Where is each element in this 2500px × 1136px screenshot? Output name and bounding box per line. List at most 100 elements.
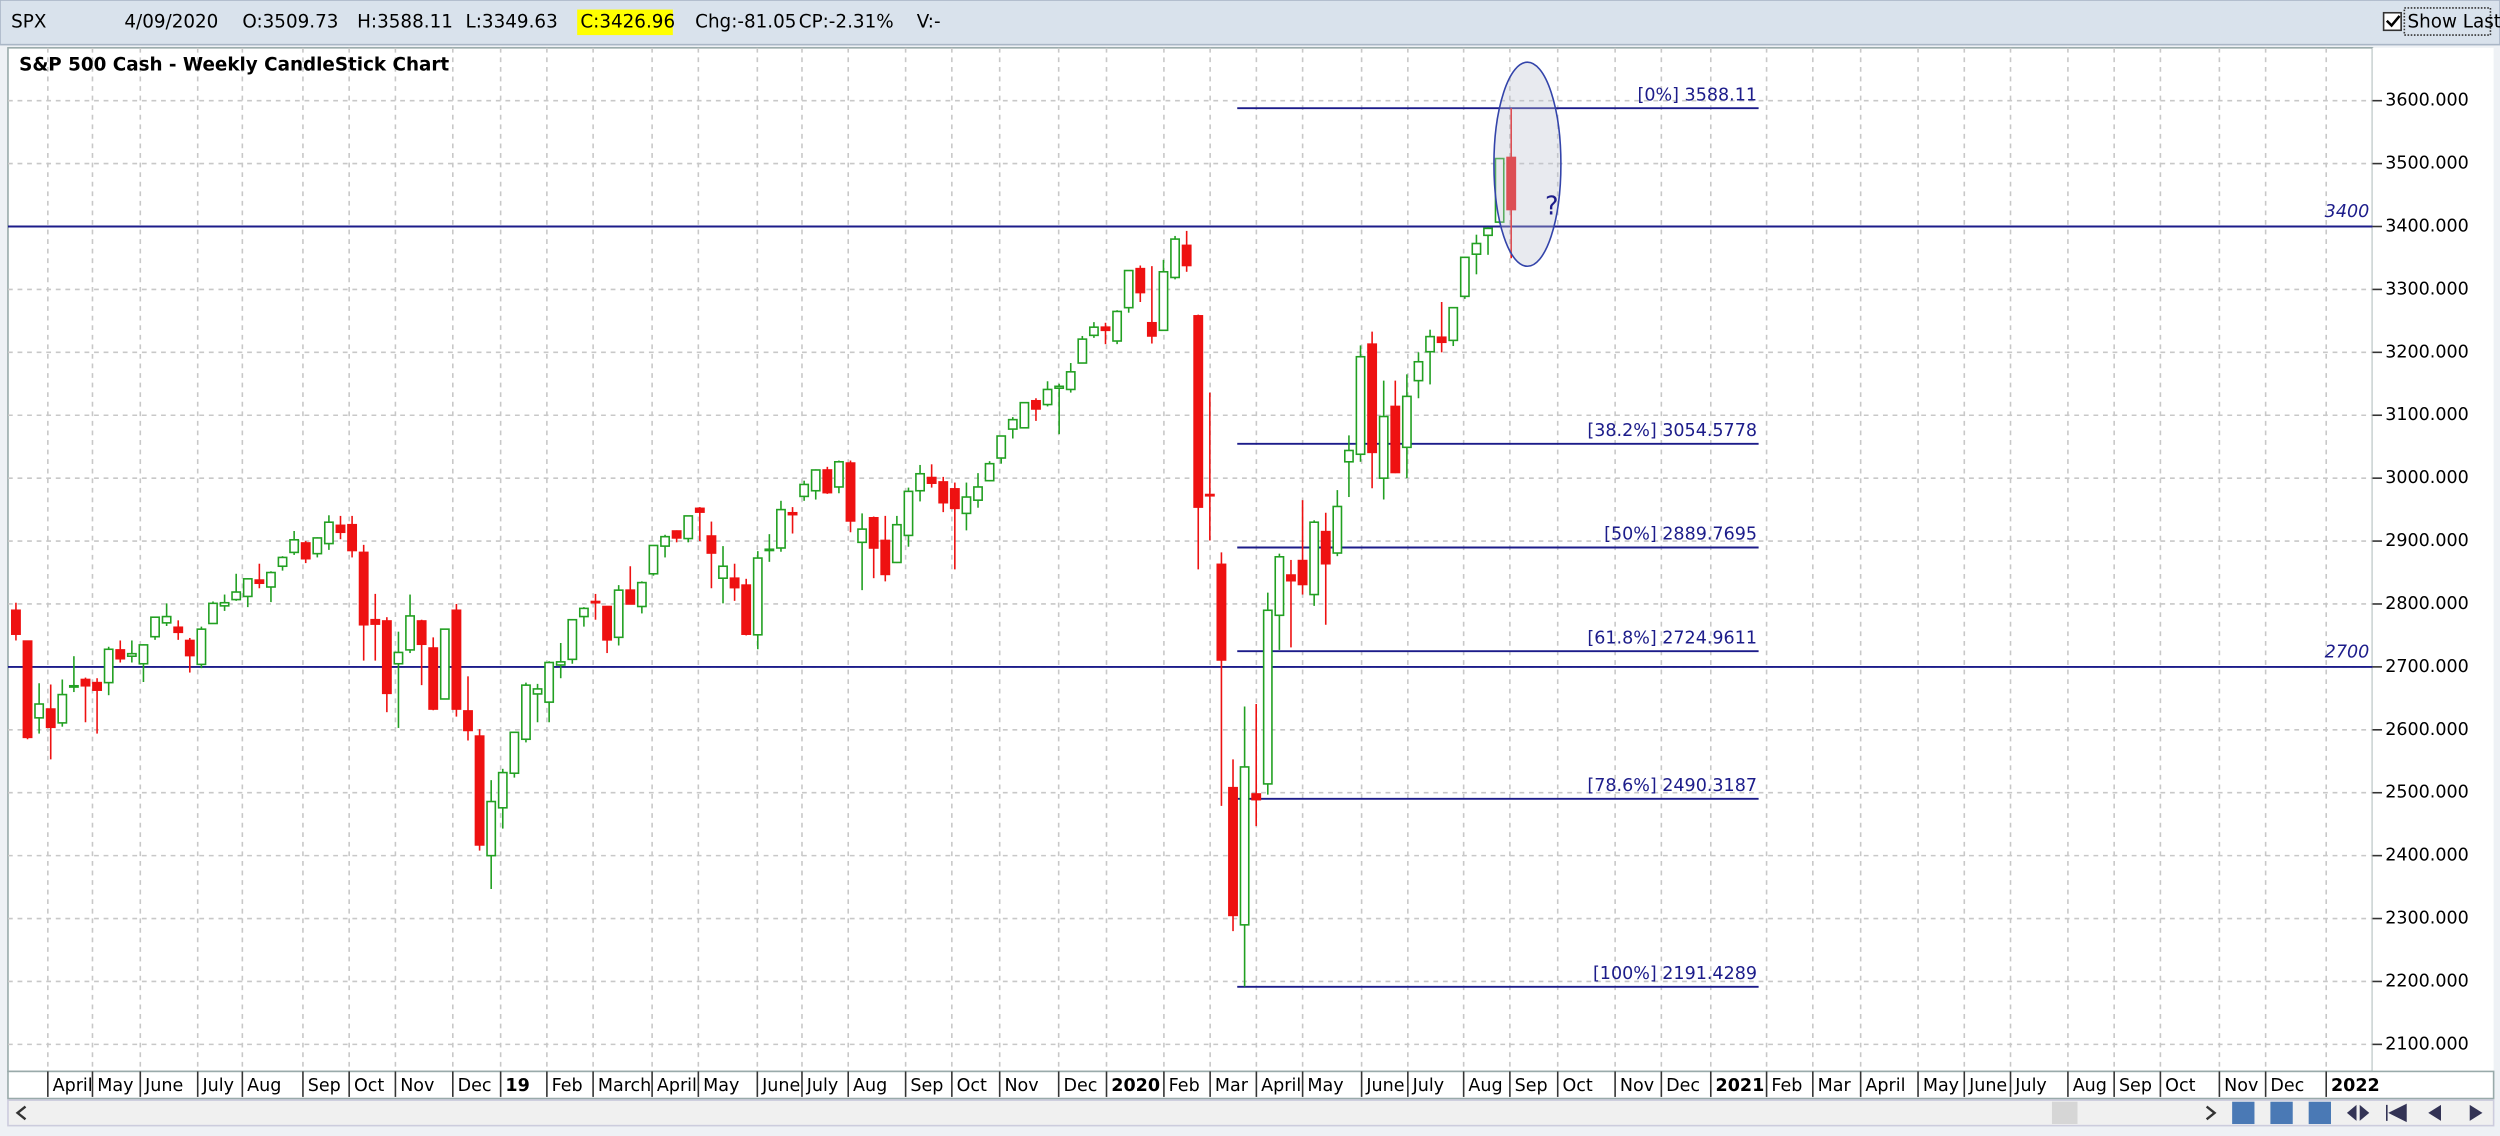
candle-body bbox=[578, 607, 589, 618]
candle-body bbox=[428, 647, 439, 710]
x-tick-label: May bbox=[97, 1076, 133, 1096]
candle-body bbox=[22, 640, 33, 739]
candle-body bbox=[555, 661, 566, 666]
candle-body bbox=[880, 539, 891, 576]
candle-body bbox=[289, 539, 300, 554]
x-tick-label: Nov bbox=[1620, 1076, 1654, 1096]
candle-body bbox=[1274, 556, 1285, 617]
x-tick-label: Dec bbox=[2270, 1076, 2304, 1096]
date: 4/09/2020 bbox=[124, 11, 218, 32]
show-last-checkbox[interactable]: Show Last bbox=[2382, 7, 2500, 36]
nav-prev[interactable] bbox=[2428, 1104, 2442, 1121]
x-tick-label: 2022 bbox=[2331, 1076, 2380, 1096]
candle-body bbox=[347, 523, 358, 552]
candle-body bbox=[312, 537, 323, 555]
x-tick-label: Feb bbox=[1169, 1076, 1200, 1096]
scroll-right[interactable] bbox=[2205, 1105, 2217, 1121]
candle-body bbox=[544, 661, 555, 703]
candle-body bbox=[497, 771, 508, 809]
fib-label: [61.8%] 2724.9611 bbox=[1587, 628, 1757, 648]
nav-next[interactable] bbox=[2469, 1104, 2483, 1121]
x-tick-label: 19 bbox=[505, 1076, 529, 1096]
candle-body bbox=[822, 469, 833, 494]
y-tick-label: 3000.000 bbox=[2385, 468, 2469, 488]
focus-box bbox=[2403, 7, 2492, 36]
candle-body bbox=[567, 618, 578, 661]
candle-body bbox=[126, 652, 137, 657]
x-tick-label: 2021 bbox=[1716, 1076, 1765, 1096]
tool-icon[interactable] bbox=[2270, 1101, 2293, 1125]
candle-body bbox=[358, 551, 369, 626]
fib-label: [50%] 2889.7695 bbox=[1604, 525, 1757, 545]
scrollbar[interactable] bbox=[7, 1099, 2495, 1127]
candle-body bbox=[150, 616, 160, 638]
candle-body bbox=[254, 579, 265, 585]
tool-icon[interactable] bbox=[2308, 1101, 2331, 1125]
candle-body bbox=[1436, 336, 1447, 344]
x-tick-label: May bbox=[703, 1076, 739, 1096]
y-tick-label: 2400.000 bbox=[2385, 846, 2469, 866]
x-tick-label: May bbox=[1923, 1076, 1959, 1096]
candle-body bbox=[57, 693, 68, 724]
candle-body bbox=[405, 615, 415, 651]
x-tick-label: Aug bbox=[2073, 1076, 2107, 1096]
candle-body bbox=[1343, 449, 1354, 463]
x-tick-label: April bbox=[1261, 1076, 1301, 1096]
x-tick-label: Aug bbox=[1468, 1076, 1502, 1096]
fib-label: [78.6%] 2490.3187 bbox=[1587, 776, 1757, 796]
volume: V:- bbox=[917, 11, 941, 32]
nav-icon[interactable] bbox=[2346, 1104, 2370, 1121]
candle-body bbox=[903, 490, 914, 537]
candle-body bbox=[1286, 574, 1296, 582]
candle-body bbox=[1483, 227, 1493, 237]
candle-body bbox=[1077, 338, 1088, 364]
candle-body bbox=[208, 602, 218, 625]
candle-body bbox=[764, 548, 775, 552]
candle-body bbox=[196, 628, 207, 666]
candle-body bbox=[1100, 326, 1111, 332]
candle-body bbox=[92, 681, 103, 691]
candle-body bbox=[1123, 269, 1134, 309]
candle-body bbox=[80, 678, 91, 687]
candle-body bbox=[11, 609, 21, 635]
tool-icon[interactable] bbox=[2232, 1101, 2255, 1125]
x-tick-label: June bbox=[1365, 1076, 1404, 1096]
scroll-track[interactable] bbox=[7, 1099, 2495, 1127]
candle-body bbox=[857, 528, 868, 544]
x-tick-label: Dec bbox=[458, 1076, 492, 1096]
x-tick-label: April bbox=[53, 1076, 93, 1096]
candle-body bbox=[1506, 156, 1517, 211]
candle-body bbox=[648, 544, 659, 575]
plot-area bbox=[7, 47, 2374, 1073]
y-axis-area bbox=[2372, 47, 2494, 1072]
candle-body bbox=[242, 578, 253, 598]
candle-body bbox=[1204, 493, 1215, 497]
candle-body bbox=[115, 649, 126, 660]
candle-body bbox=[45, 708, 56, 729]
y-tick-label: 2300.000 bbox=[2385, 909, 2469, 929]
candle-body bbox=[1448, 306, 1459, 342]
candle-body bbox=[161, 615, 172, 624]
y-tick-label: 3500.000 bbox=[2385, 154, 2469, 174]
candle-body bbox=[799, 483, 810, 498]
x-tick-label: Sep bbox=[308, 1076, 341, 1096]
candle-body bbox=[1193, 315, 1204, 508]
checkbox[interactable] bbox=[2382, 11, 2402, 32]
x-tick-label: Sep bbox=[1515, 1076, 1548, 1096]
candle-body bbox=[1459, 256, 1470, 298]
candle-body bbox=[1471, 242, 1482, 255]
candle-body bbox=[683, 515, 694, 540]
scroll-thumb[interactable] bbox=[2051, 1101, 2078, 1125]
close: C:3426.96 bbox=[580, 11, 675, 32]
x-tick-label: Oct bbox=[2165, 1076, 2195, 1096]
annotation: ? bbox=[1545, 191, 1559, 221]
nav-first[interactable] bbox=[2386, 1103, 2407, 1123]
x-tick-label: Nov bbox=[400, 1076, 434, 1096]
candle-body bbox=[1228, 786, 1238, 917]
candle-body bbox=[1297, 559, 1308, 586]
show-last-label[interactable]: Show Last bbox=[2408, 11, 2500, 32]
candle-body bbox=[1088, 326, 1099, 337]
scroll-left[interactable] bbox=[15, 1105, 27, 1121]
candle-body bbox=[439, 628, 450, 700]
